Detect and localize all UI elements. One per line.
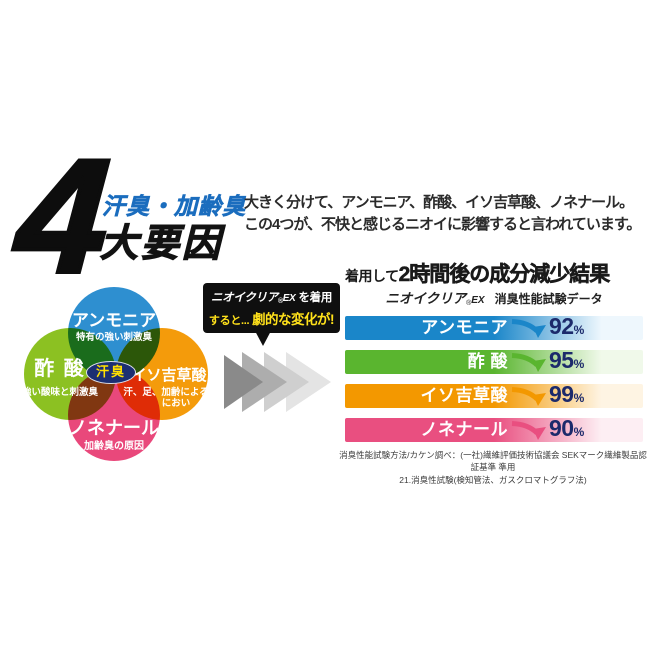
bar-row-isovaleric-acid: イソ吉草酸 99% (345, 381, 643, 408)
bar-value-nonenal: 90% (549, 415, 584, 441)
bubble-line1: ニオイクリア®EX を着用 (208, 289, 335, 305)
bar-row-nonenal: ノネナール 90% (345, 415, 643, 442)
venn-desc-ammonia: 特有の強い刺激臭 (75, 332, 152, 343)
intro-line-1: 大きく分けて、アンモニア、酢酸、イソ吉草酸、ノネナール。 (244, 194, 634, 211)
venn-desc-isovaleric-acid-1: 汗、足、加齢による (123, 387, 209, 398)
registered-mark-icon: ® (277, 298, 283, 305)
bar-value-ammonia: 92% (549, 313, 584, 339)
bar-row-ammonia: アンモニア 92% (345, 313, 643, 340)
bar-value-isovaleric-acid: 99% (549, 381, 584, 407)
venn-center-badge: 汗臭 (86, 361, 136, 384)
results-sub-label: 消臭性能試験データ (494, 292, 603, 306)
venn-desc-nonenal: 加齢臭の原因 (84, 441, 144, 452)
bubble-brand-name: ニオイクリア (210, 292, 278, 304)
decrease-arrow-icon (511, 319, 546, 338)
results-title-prefix: 着用して (345, 268, 399, 284)
venn-label-acetic-acid: 酢 酸 (34, 358, 86, 380)
bar-label-isovaleric-acid: イソ吉草酸 (420, 386, 508, 405)
factor-type-label: 汗臭・加齢臭 (102, 193, 246, 220)
bubble-tail (254, 329, 272, 346)
speech-bubble: ニオイクリア®EX を着用 すると... 劇的な変化が! (203, 283, 340, 333)
test-method-footnote: 消臭性能試験方法/カケン調べ：(一社)繊維評価技術協議会 SEKマーク繊維製品認… (337, 449, 649, 486)
results-title-main: 2時間後の成分減少結果 (398, 263, 610, 287)
big-number-4: 4 (10, 124, 113, 309)
venn-label-nonenal: ノネナール (69, 418, 159, 438)
odor-venn-diagram: アンモニア 特有の強い刺激臭 酢 酸 強い酸味と刺激臭 イソ吉草酸 汗、足、加齢… (20, 285, 235, 490)
bar-label-ammonia: アンモニア (421, 318, 508, 337)
results-sub-brand-suffix: EX (471, 295, 485, 306)
results-sub-brand: ニオイクリア (385, 291, 467, 306)
venn-desc-acetic-acid: 強い酸味と刺激臭 (21, 387, 98, 398)
bubble-line2: すると... 劇的な変化が! (208, 308, 335, 328)
venn-circle-layer (20, 285, 235, 490)
footnote-line-2: 21.消臭性試験(検知管法、ガスクロマトグラフ法) (399, 474, 587, 485)
venn-circle-nonenal (68, 369, 160, 461)
footnote-line-1: 消臭性能試験方法/カケン調べ：(一社)繊維評価技術協議会 SEKマーク繊維製品認… (339, 450, 647, 473)
transition-arrows-icon (224, 352, 331, 412)
bubble-line2-lead: すると... (208, 315, 250, 327)
decrease-arrow-icon (511, 353, 546, 372)
intro-line-2: この4つが、不快と感じるニオイに影響すると言われています。 (244, 215, 641, 233)
decrease-arrow-icon (511, 387, 546, 406)
results-title: 着用して2時間後の成分減少結果 (345, 258, 611, 288)
intro-paragraph: 大きく分けて、アンモニア、酢酸、イソ吉草酸、ノネナール。 この4つが、不快と感じ… (244, 192, 644, 236)
results-registered-mark-icon: ® (466, 300, 472, 307)
bar-row-acetic-acid: 酢 酸 95% (345, 347, 643, 374)
bar-label-nonenal: ノネナール (420, 420, 508, 439)
bubble-line1-rest: を着用 (295, 292, 333, 304)
venn-desc-isovaleric-acid-2: におい (161, 398, 191, 409)
bar-value-acetic-acid: 95% (549, 347, 584, 373)
results-subtitle: ニオイクリア®EX 消臭性能試験データ (345, 287, 643, 308)
reduction-bar-chart: アンモニア 92% 酢 酸 95% イソ吉草酸 99% ノネナール (345, 313, 643, 452)
bar-label-acetic-acid: 酢 酸 (467, 352, 508, 371)
factor-title-label: 大要因 (99, 222, 224, 265)
venn-label-isovaleric-acid: イソ吉草酸 (131, 367, 207, 384)
decrease-arrow-icon (511, 421, 546, 440)
bubble-line2-emphasis: 劇的な変化が! (252, 312, 335, 327)
bubble-brand-suffix: EX (282, 293, 296, 304)
venn-label-ammonia: アンモニア (71, 311, 157, 330)
